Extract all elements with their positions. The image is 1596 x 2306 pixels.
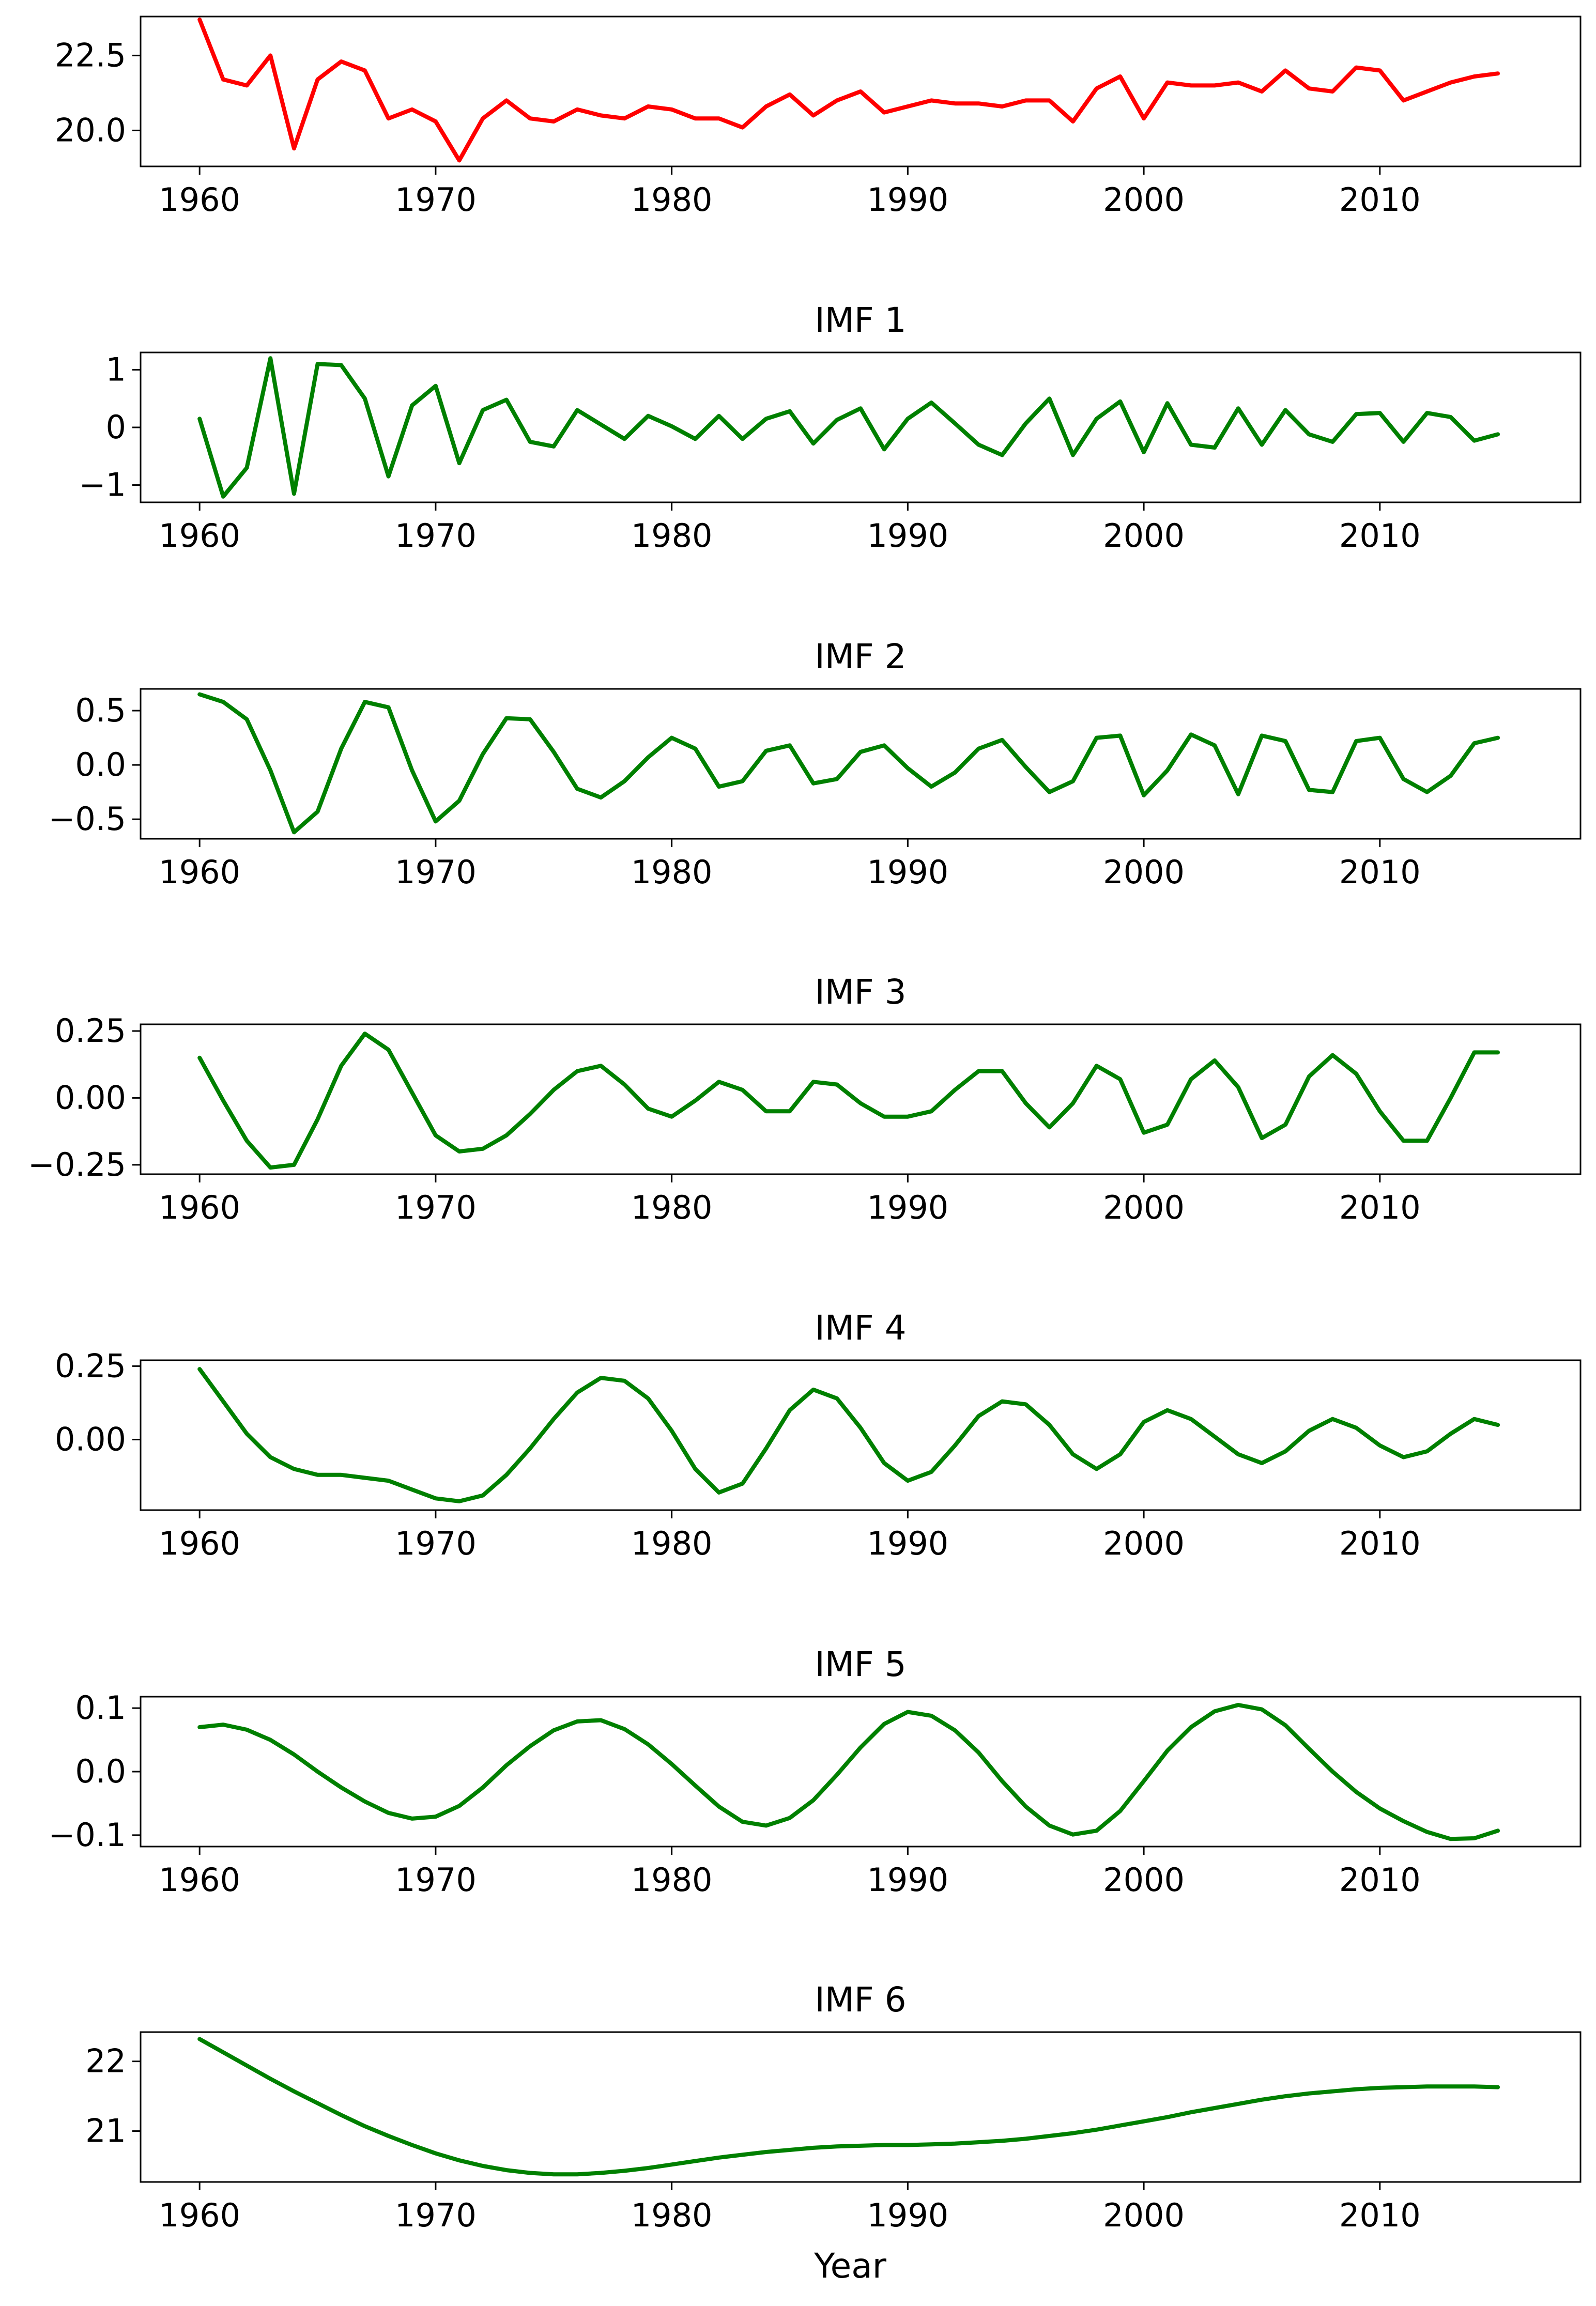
y-tick-label: −0.1 bbox=[48, 1816, 126, 1854]
x-tick-label: 2010 bbox=[1339, 1525, 1421, 1562]
x-tick-label: 1970 bbox=[395, 517, 477, 555]
x-tick-label: 1990 bbox=[867, 1861, 948, 1899]
panel-title: IMF 1 bbox=[815, 300, 906, 340]
y-tick-label: 20.0 bbox=[55, 111, 126, 149]
panel-title: IMF 4 bbox=[815, 1308, 906, 1348]
x-tick-label: 1980 bbox=[631, 181, 713, 219]
x-axis-label: Year bbox=[814, 2246, 887, 2286]
y-tick-label: 0.5 bbox=[75, 691, 126, 729]
x-tick-label: 1970 bbox=[395, 2196, 477, 2234]
axes-frame bbox=[140, 688, 1582, 840]
panel-4: IMF 3 1960 1970 1980 1990 2000 2010 −0.25 0.00 0.… bbox=[28, 972, 1582, 1226]
x-tick-label: 2000 bbox=[1103, 2196, 1185, 2234]
panel-1: 1960 1970 1980 1990 2000 2010 20.0 22.5 bbox=[55, 16, 1582, 219]
series-line bbox=[197, 2037, 1500, 2177]
y-tick-label: 0.0 bbox=[75, 1752, 126, 1790]
x-tick-label: 1960 bbox=[159, 2196, 240, 2234]
x-tick-label: 2000 bbox=[1103, 853, 1185, 891]
y-tick-label: 0 bbox=[106, 408, 126, 446]
panel-title: IMF 3 bbox=[815, 972, 906, 1012]
panel-title: IMF 6 bbox=[815, 1980, 906, 2020]
x-tick-label: 1980 bbox=[631, 1525, 713, 1562]
x-tick-label: 1960 bbox=[159, 1525, 240, 1562]
y-tick-label: 0.1 bbox=[75, 1689, 126, 1727]
y-tick-label: 0.00 bbox=[55, 1421, 126, 1458]
y-tick-label: 22.5 bbox=[55, 36, 126, 74]
x-tick-label: 1990 bbox=[867, 2196, 948, 2234]
x-tick-label: 1990 bbox=[867, 853, 948, 891]
y-tick-label: 1 bbox=[106, 350, 126, 388]
y-tick-label: −0.25 bbox=[28, 1146, 126, 1183]
x-tick-label: 1980 bbox=[631, 517, 713, 555]
panel-5: IMF 4 1960 1970 1980 1990 2000 2010 0.00 0.25 bbox=[55, 1308, 1582, 1562]
x-tick-label: 2000 bbox=[1103, 1525, 1185, 1562]
x-tick-label: 2010 bbox=[1339, 1189, 1421, 1226]
x-tick-label: 1990 bbox=[867, 517, 948, 555]
series-line bbox=[197, 17, 1500, 163]
x-tick-label: 2000 bbox=[1103, 517, 1185, 555]
axes-frame bbox=[140, 1023, 1582, 1175]
x-tick-label: 1980 bbox=[631, 1189, 713, 1226]
series-line bbox=[197, 356, 1500, 499]
x-tick-label: 1990 bbox=[867, 1525, 948, 1562]
y-tick-label: 0.0 bbox=[75, 746, 126, 783]
x-tick-label: 1980 bbox=[631, 853, 713, 891]
y-tick-label: 0.00 bbox=[55, 1079, 126, 1116]
axes-frame bbox=[140, 351, 1582, 503]
x-tick-label: 1960 bbox=[159, 1861, 240, 1899]
x-tick-label: 1970 bbox=[395, 1189, 477, 1226]
x-tick-label: 2000 bbox=[1103, 1861, 1185, 1899]
x-tick-label: 1970 bbox=[395, 1861, 477, 1899]
x-tick-label: 1970 bbox=[395, 853, 477, 891]
axes-frame bbox=[140, 16, 1582, 167]
x-tick-label: 1960 bbox=[159, 1189, 240, 1226]
panel-7: IMF 6 1960 1970 1980 1990 2000 2010 21 22 Year bbox=[85, 1980, 1582, 2286]
x-tick-label: 1960 bbox=[159, 181, 240, 219]
x-tick-label: 2000 bbox=[1103, 181, 1185, 219]
series-line bbox=[197, 692, 1500, 835]
panel-title: IMF 5 bbox=[815, 1644, 906, 1684]
series-line bbox=[197, 1032, 1500, 1170]
panel-title: IMF 2 bbox=[815, 637, 906, 677]
series-line bbox=[197, 1367, 1500, 1503]
x-tick-label: 1980 bbox=[631, 2196, 713, 2234]
axes-frame bbox=[140, 1696, 1582, 1848]
y-tick-label: 0.25 bbox=[55, 1012, 126, 1050]
axes-frame bbox=[140, 1359, 1582, 1511]
y-tick-label: −0.5 bbox=[48, 800, 126, 838]
x-tick-label: 1970 bbox=[395, 181, 477, 219]
x-tick-label: 1990 bbox=[867, 1189, 948, 1226]
x-tick-label: 1980 bbox=[631, 1861, 713, 1899]
panel-6: IMF 5 1960 1970 1980 1990 2000 2010 −0.1 0.0 0.1 bbox=[48, 1644, 1582, 1899]
panel-3: IMF 2 1960 1970 1980 1990 2000 2010 −0.5 0.0 0.5 bbox=[48, 637, 1582, 891]
panel-2: IMF 1 1960 1970 1980 1990 2000 2010 −1 0 1 bbox=[79, 300, 1582, 555]
x-tick-label: 2010 bbox=[1339, 2196, 1421, 2234]
y-tick-label: −1 bbox=[79, 466, 126, 504]
x-tick-label: 1990 bbox=[867, 181, 948, 219]
x-tick-label: 2010 bbox=[1339, 1861, 1421, 1899]
x-tick-label: 1970 bbox=[395, 1525, 477, 1562]
axes-frame bbox=[140, 2031, 1582, 2183]
x-tick-label: 2010 bbox=[1339, 853, 1421, 891]
y-tick-label: 22 bbox=[85, 2042, 126, 2080]
x-tick-label: 1960 bbox=[159, 517, 240, 555]
x-tick-label: 2010 bbox=[1339, 181, 1421, 219]
y-tick-label: 21 bbox=[85, 2112, 126, 2150]
x-tick-label: 2010 bbox=[1339, 517, 1421, 555]
x-tick-label: 2000 bbox=[1103, 1189, 1185, 1226]
y-tick-label: 0.25 bbox=[55, 1347, 126, 1385]
series-line bbox=[197, 1703, 1500, 1841]
x-tick-label: 1960 bbox=[159, 853, 240, 891]
